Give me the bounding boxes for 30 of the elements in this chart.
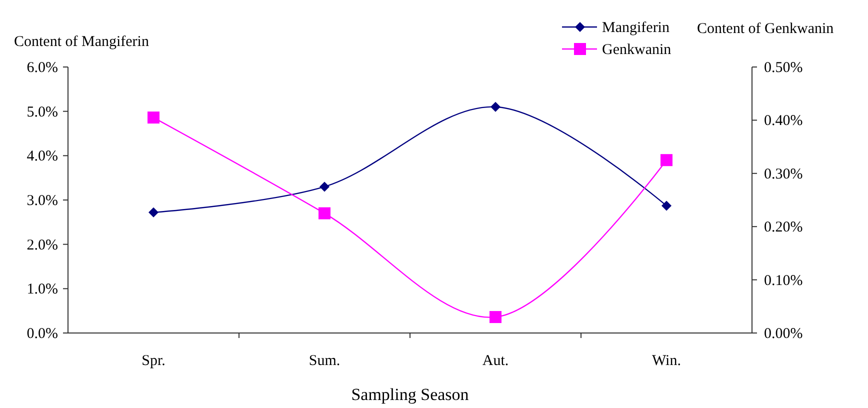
point: [490, 102, 500, 112]
point: [660, 154, 672, 166]
point: [318, 207, 330, 220]
x-tick-label: Aut.: [482, 353, 509, 369]
y-axis-title: Content of Mangiferin: [14, 34, 150, 50]
y2-tick-label: 0.40%: [764, 113, 803, 130]
y2-tick-label: 0.30%: [764, 166, 803, 182]
x-tick-label: Spr.: [142, 353, 166, 369]
point: [662, 200, 672, 211]
y-tick-label: 5.0%: [26, 104, 58, 120]
legend-label: Genkwanin: [602, 42, 672, 58]
y-tick-label: 6.0%: [26, 60, 58, 76]
y-tick-label: 3.0%: [26, 193, 58, 209]
y2-tick-label: 0.10%: [764, 272, 803, 289]
y2-tick-label: 0.50%: [764, 60, 803, 76]
point: [148, 112, 160, 124]
y-tick-label: 2.0%: [26, 237, 58, 254]
x-axis-title: Sampling Season: [351, 385, 470, 404]
x-tick-label: Sum.: [308, 353, 340, 369]
point: [320, 182, 330, 192]
y-tick-label: 4.0%: [26, 148, 58, 165]
y2-tick-label: 0.00%: [764, 326, 803, 342]
x-tick-label: Win.: [652, 353, 681, 369]
y-tick-label: 1.0%: [26, 282, 58, 298]
legend-label: Mangiferin: [602, 20, 670, 36]
point: [148, 207, 158, 218]
point: [490, 311, 502, 324]
y2-tick-label: 0.20%: [764, 220, 803, 236]
y-tick-label: 0.0%: [26, 326, 58, 342]
y2-axis-title: Content of Genkwanin: [697, 21, 834, 37]
